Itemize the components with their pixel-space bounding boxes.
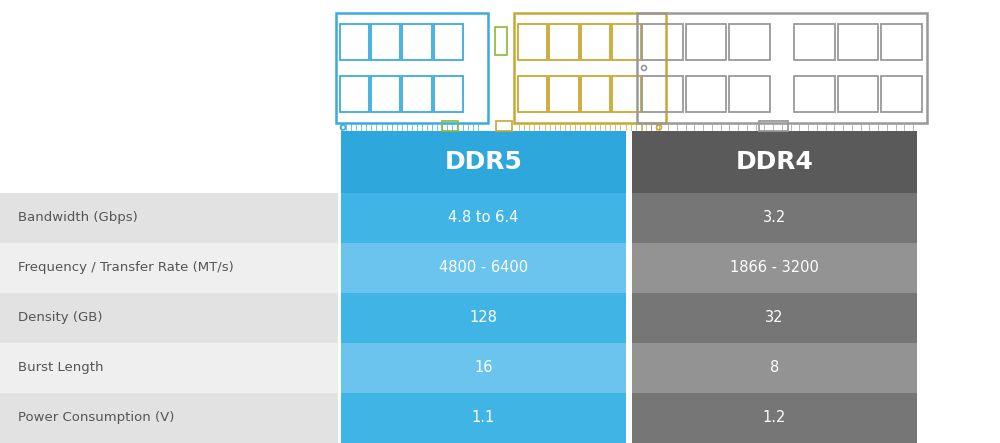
Bar	[341, 131, 626, 193]
Text: Burst Length: Burst Length	[18, 361, 104, 374]
Text: 1.1: 1.1	[472, 411, 495, 425]
Bar	[632, 393, 917, 443]
Bar	[0, 193, 338, 243]
Bar	[612, 24, 641, 60]
Bar	[518, 24, 547, 60]
Bar	[632, 293, 917, 343]
Text: 3.2: 3.2	[763, 210, 786, 225]
Bar	[637, 13, 927, 123]
Text: Bandwidth (Gbps): Bandwidth (Gbps)	[18, 211, 138, 225]
Text: 4800 - 6400: 4800 - 6400	[439, 260, 528, 276]
Text: 4.8 to 6.4: 4.8 to 6.4	[448, 210, 519, 225]
Bar	[759, 121, 788, 131]
Bar	[612, 76, 641, 112]
Text: DDR4: DDR4	[736, 150, 813, 174]
Bar	[518, 76, 547, 112]
Text: Density (GB): Density (GB)	[18, 311, 103, 325]
Bar	[341, 293, 626, 343]
Bar	[434, 76, 463, 112]
Bar	[838, 24, 878, 60]
Bar	[0, 243, 338, 293]
Bar	[581, 24, 610, 60]
Text: Power Consumption (V): Power Consumption (V)	[18, 412, 174, 424]
Bar	[336, 13, 488, 123]
Bar	[371, 24, 400, 60]
Bar	[371, 76, 400, 112]
Bar	[495, 27, 507, 55]
Bar	[0, 293, 338, 343]
Bar	[794, 76, 835, 112]
Bar	[340, 76, 369, 112]
Bar	[632, 243, 917, 293]
Bar	[341, 393, 626, 443]
Bar	[0, 393, 338, 443]
Bar	[794, 24, 835, 60]
Text: DDR5: DDR5	[445, 150, 522, 174]
Bar	[442, 121, 458, 131]
Bar	[549, 76, 579, 112]
Bar	[729, 76, 770, 112]
Bar	[341, 343, 626, 393]
Text: 8: 8	[770, 361, 779, 376]
Bar	[402, 24, 432, 60]
Bar	[549, 24, 579, 60]
Text: 16: 16	[474, 361, 493, 376]
Bar	[341, 193, 626, 243]
Bar	[434, 24, 463, 60]
Text: 1.2: 1.2	[763, 411, 786, 425]
Text: 1866 - 3200: 1866 - 3200	[730, 260, 819, 276]
Bar	[341, 243, 626, 293]
Bar	[496, 121, 512, 131]
Bar	[0, 343, 338, 393]
Bar	[642, 76, 683, 112]
Bar	[632, 343, 917, 393]
Text: Frequency / Transfer Rate (MT/s): Frequency / Transfer Rate (MT/s)	[18, 261, 234, 275]
Bar	[632, 193, 917, 243]
Bar	[642, 24, 683, 60]
Bar	[881, 76, 922, 112]
Bar	[632, 131, 917, 193]
Bar	[402, 76, 432, 112]
Bar	[838, 76, 878, 112]
Bar	[514, 13, 666, 123]
Bar	[686, 24, 726, 60]
Bar	[729, 24, 770, 60]
Text: 128: 128	[470, 311, 497, 326]
Bar	[340, 24, 369, 60]
Text: 32: 32	[765, 311, 784, 326]
Bar	[581, 76, 610, 112]
Bar	[686, 76, 726, 112]
Bar	[881, 24, 922, 60]
